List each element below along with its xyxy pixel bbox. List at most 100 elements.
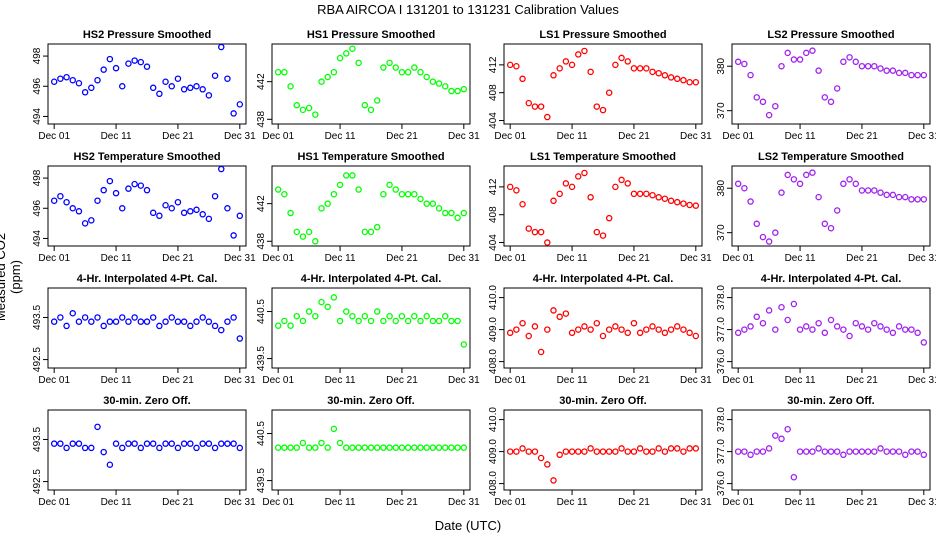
data-point xyxy=(575,51,582,58)
data-point xyxy=(871,319,878,327)
data-point xyxy=(864,326,872,333)
data-point xyxy=(380,444,387,451)
data-point xyxy=(454,87,461,95)
data-point xyxy=(605,89,613,96)
panel-title: 4-Hr. Interpolated 4-Pt. Cal. xyxy=(533,273,674,285)
data-point xyxy=(380,190,387,198)
data-point xyxy=(636,190,644,198)
data-point xyxy=(790,300,798,308)
x-tick-label: Dec 31 xyxy=(224,375,256,386)
data-point xyxy=(69,76,77,84)
chart-panel: LS2 Temperature Smoothed Dec 01 Dec 11 Dec … xyxy=(716,151,936,264)
data-point xyxy=(833,448,841,455)
data-point xyxy=(318,439,325,447)
data-point xyxy=(581,169,588,177)
data-point xyxy=(753,94,761,101)
x-tick-label: Dec 01 xyxy=(262,375,294,386)
chart-panel: LS1 Pressure Smoothed Dec 01 Dec 11 Dec 21 D… xyxy=(488,29,712,142)
data-point xyxy=(759,98,767,106)
data-point xyxy=(217,440,225,447)
panel-title: HS1 Pressure Smoothed xyxy=(307,29,435,41)
data-point xyxy=(156,444,163,452)
data-point xyxy=(423,73,430,81)
data-point xyxy=(643,326,650,333)
data-point xyxy=(193,83,200,90)
x-tick-label: Dec 11 xyxy=(557,253,588,264)
data-point xyxy=(448,209,455,217)
data-point xyxy=(790,176,798,183)
x-tick-label: Dec 21 xyxy=(846,497,878,508)
data-point xyxy=(143,186,151,194)
data-point xyxy=(556,190,563,198)
data-point xyxy=(454,214,461,222)
x-tick-label: Dec 11 xyxy=(785,375,816,386)
data-point xyxy=(821,448,829,455)
data-point xyxy=(513,187,520,194)
data-point xyxy=(778,435,785,443)
data-point xyxy=(803,49,810,57)
chart-panel: LS2 Pressure Smoothed Dec 01 Dec 11 Dec 21 D… xyxy=(716,29,936,142)
data-point xyxy=(211,444,219,452)
data-point xyxy=(581,47,588,55)
data-point xyxy=(205,440,213,447)
data-point xyxy=(599,332,607,340)
data-point xyxy=(858,187,866,194)
data-point xyxy=(593,228,601,236)
x-tick-label: Dec 21 xyxy=(846,375,878,386)
data-point xyxy=(380,64,387,71)
data-point xyxy=(587,194,594,201)
data-point xyxy=(519,75,526,83)
data-point xyxy=(143,63,151,70)
data-point xyxy=(454,317,461,325)
data-point xyxy=(411,64,418,71)
data-point xyxy=(305,104,313,112)
x-tick-label: Dec 01 xyxy=(38,375,70,386)
data-point xyxy=(883,326,890,333)
data-point xyxy=(605,448,613,455)
plot-frame xyxy=(503,43,703,125)
data-point xyxy=(411,312,418,320)
y-tick-label: 409.0 xyxy=(488,439,499,464)
data-point xyxy=(630,319,638,327)
panel-title: LS2 Temperature Smoothed xyxy=(758,151,904,163)
data-point xyxy=(618,176,625,184)
data-point xyxy=(636,65,644,72)
plot-frame xyxy=(47,43,247,125)
data-point xyxy=(920,451,928,459)
data-point xyxy=(199,314,206,321)
y-tick-label: 440.5 xyxy=(256,421,267,446)
data-point xyxy=(417,195,424,203)
y-tick-label: 439.5 xyxy=(256,468,267,493)
data-point xyxy=(125,60,132,67)
data-point xyxy=(112,318,120,325)
panel-title: LS1 Pressure Smoothed xyxy=(539,29,666,41)
y-tick-label: 370 xyxy=(716,102,727,119)
y-tick-label: 378.0 xyxy=(716,407,727,432)
panel-title: HS1 Temperature Smoothed xyxy=(297,151,444,163)
panel-title: 30-min. Zero Off. xyxy=(103,395,190,407)
data-point xyxy=(920,196,928,203)
chart-panel: 30-min. Zero Off. Dec 01 Dec 11 Dec 21 Dec 3… xyxy=(32,395,256,508)
data-point xyxy=(809,326,816,333)
data-point xyxy=(593,103,601,110)
data-point xyxy=(336,317,344,325)
chart-panel: HS2 Temperature Smoothed Dec 01 Dec 11 Dec … xyxy=(32,151,256,264)
data-point xyxy=(217,165,225,173)
data-point xyxy=(734,58,742,66)
data-point xyxy=(562,58,570,65)
panel-title: 30-min. Zero Off. xyxy=(787,395,874,407)
y-tick-label: 377.0 xyxy=(716,439,727,464)
data-point xyxy=(643,448,650,455)
chart-panel: 4-Hr. Interpolated 4-Pt. Cal. Dec 01 Dec 1… xyxy=(488,273,712,386)
data-point xyxy=(324,444,331,451)
data-point xyxy=(417,317,424,325)
data-point xyxy=(435,444,443,451)
data-point xyxy=(895,69,903,77)
data-point xyxy=(827,316,835,324)
data-point xyxy=(143,318,151,325)
data-point xyxy=(112,189,120,197)
panel-title: 4-Hr. Interpolated 4-Pt. Cal. xyxy=(301,273,442,285)
data-point xyxy=(827,224,835,232)
data-point xyxy=(312,312,319,320)
data-point xyxy=(525,225,533,232)
